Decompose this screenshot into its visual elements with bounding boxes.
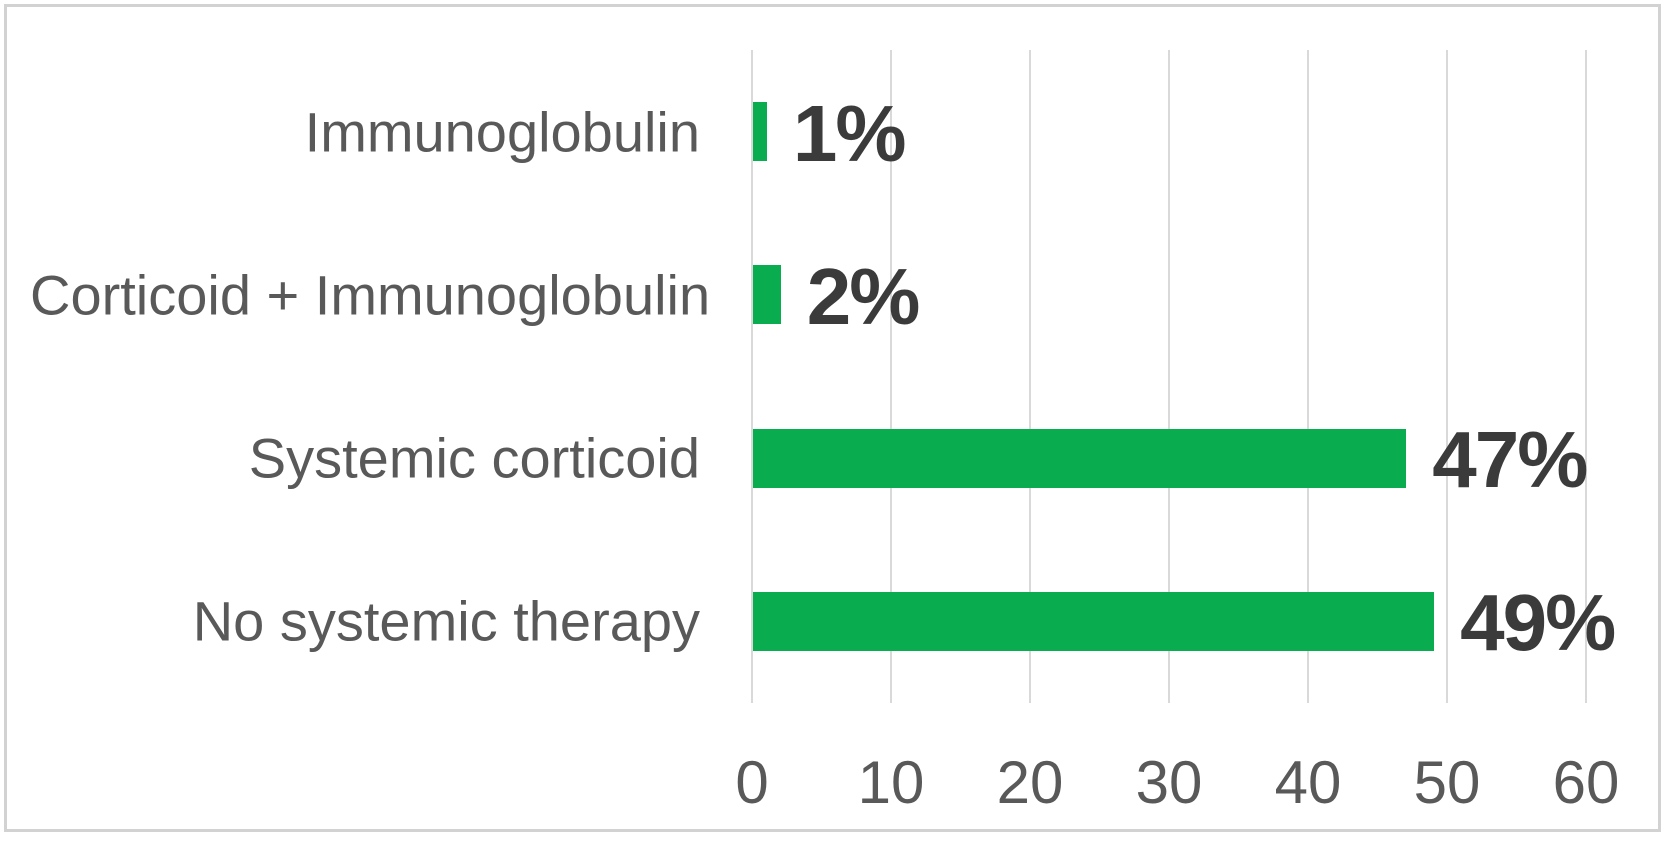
chart-frame xyxy=(4,4,1661,832)
category-label: Immunoglobulin xyxy=(304,100,700,164)
x-tick-label: 50 xyxy=(1413,749,1481,816)
x-tick-label: 40 xyxy=(1274,749,1342,816)
gridline xyxy=(1446,50,1448,703)
gridline xyxy=(1585,50,1587,703)
gridline xyxy=(751,50,753,703)
gridline xyxy=(1307,50,1309,703)
gridline xyxy=(890,50,892,703)
category-label: Systemic corticoid xyxy=(248,426,700,490)
value-label: 47% xyxy=(1432,415,1588,505)
x-tick-label: 20 xyxy=(996,749,1064,816)
bar xyxy=(753,265,781,325)
x-tick-label: 10 xyxy=(857,749,925,816)
value-label: 1% xyxy=(792,88,907,178)
bar xyxy=(753,591,1435,651)
x-tick-label: 60 xyxy=(1552,749,1620,816)
gridline xyxy=(1029,50,1031,703)
value-label: 2% xyxy=(806,251,921,341)
x-tick-label: 0 xyxy=(735,749,769,816)
value-label: 49% xyxy=(1460,578,1616,668)
category-label: No systemic therapy xyxy=(192,589,700,653)
x-tick-label: 30 xyxy=(1135,749,1203,816)
bar xyxy=(753,102,767,162)
bar xyxy=(753,428,1407,488)
category-label: Corticoid + Immunoglobulin xyxy=(30,263,711,327)
gridline xyxy=(1168,50,1170,703)
